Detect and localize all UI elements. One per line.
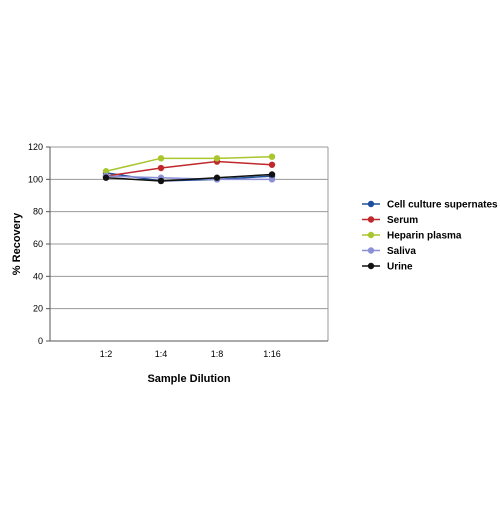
y-tick-label: 60	[33, 239, 43, 249]
y-tick-label: 100	[28, 174, 43, 184]
legend-label: Serum	[387, 215, 418, 226]
y-tick-label: 40	[33, 271, 43, 281]
x-tick-label: 1:8	[211, 349, 224, 359]
series-line	[105, 155, 273, 172]
legend-swatch-marker	[367, 262, 375, 270]
legend-label: Saliva	[387, 246, 416, 257]
data-point	[268, 161, 276, 168]
legend-item: Saliva	[362, 246, 416, 257]
y-tick-label: 80	[33, 207, 43, 217]
data-point	[213, 155, 221, 162]
legend-item: Urine	[362, 262, 413, 273]
series-4	[102, 171, 276, 185]
data-point	[157, 164, 165, 172]
legend-swatch-marker	[367, 231, 375, 239]
data-point	[268, 176, 276, 183]
data-point	[268, 171, 276, 178]
x-tick-label: 1:16	[263, 349, 281, 359]
series-lines	[102, 153, 276, 185]
legend-item: Serum	[362, 215, 418, 226]
data-point	[157, 177, 165, 185]
data-point	[102, 168, 110, 175]
legend-swatch-marker	[367, 200, 375, 208]
legend-swatch-marker	[367, 247, 375, 254]
data-point	[102, 174, 110, 181]
legend-swatch-marker	[367, 216, 375, 223]
data-point	[213, 174, 221, 181]
legend-label: Heparin plasma	[387, 231, 462, 242]
legend-label: Cell culture supernates	[387, 200, 498, 211]
y-tick-label: 120	[28, 142, 43, 152]
y-tick-label: 20	[33, 304, 43, 314]
series-line	[105, 173, 273, 182]
series-line	[105, 160, 273, 177]
x-axis-title: Sample Dilution	[147, 373, 230, 385]
x-tick-label: 1:4	[155, 349, 168, 359]
y-axis-title: % Recovery	[11, 212, 23, 275]
legend-item: Heparin plasma	[362, 231, 462, 242]
series-line	[105, 175, 272, 181]
x-tick-label: 1:2	[100, 349, 113, 359]
legend: Cell culture supernates Serum Heparin plas…	[362, 200, 498, 273]
series-2	[102, 153, 276, 175]
data-point	[268, 153, 276, 160]
legend-label: Urine	[387, 262, 413, 273]
legend-item: Cell culture supernates	[362, 200, 498, 211]
data-point	[157, 155, 165, 162]
y-tick-label: 0	[38, 336, 43, 346]
axes: 0 20 40 60 80 100 120 1:2 1:4 1:8 1:16	[28, 142, 328, 359]
gridlines	[50, 146, 329, 341]
